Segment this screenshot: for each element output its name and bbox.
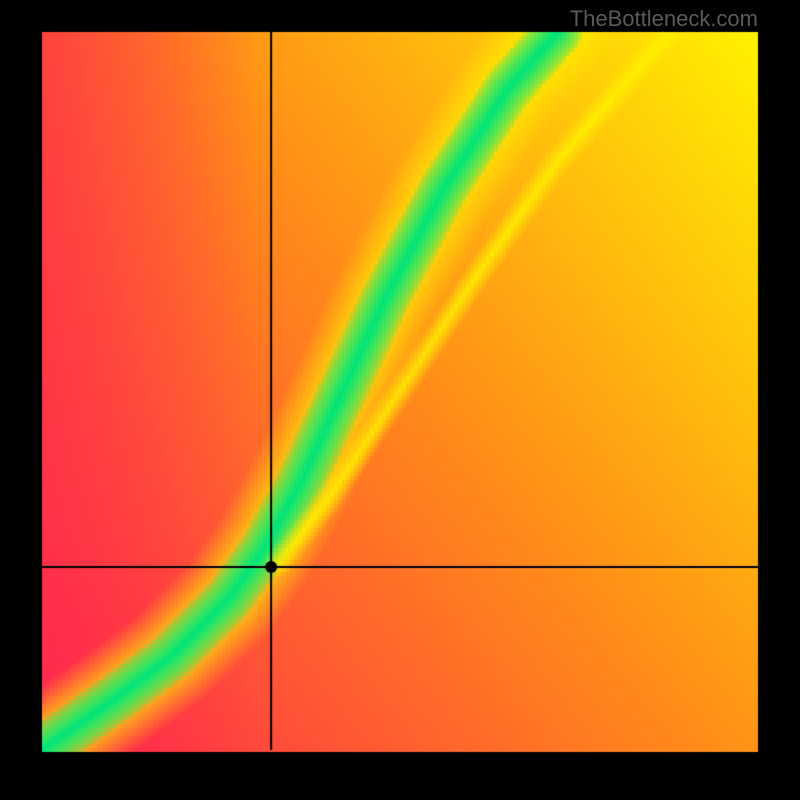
bottleneck-heatmap bbox=[0, 0, 800, 800]
watermark-text: TheBottleneck.com bbox=[570, 6, 758, 32]
